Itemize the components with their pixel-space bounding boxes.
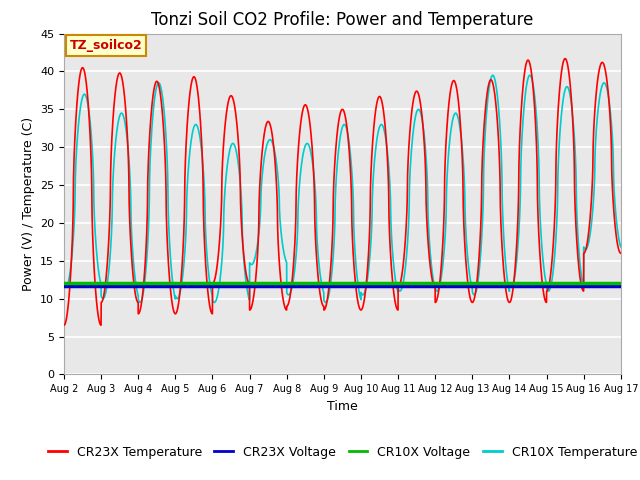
CR23X Temperature xyxy=(419,126,427,132)
CR10X Temperature xyxy=(489,72,497,78)
CR10X Temperature xyxy=(179,269,187,275)
CR10X Temperature xyxy=(269,140,276,146)
CR23X Temperature xyxy=(60,322,68,328)
CR23X Temperature xyxy=(173,307,181,313)
CR23X Temperature xyxy=(617,251,625,256)
CR23X Temperature xyxy=(269,133,276,139)
CR10X Temperature xyxy=(615,236,623,242)
Legend: CR23X Temperature, CR23X Voltage, CR10X Voltage, CR10X Temperature: CR23X Temperature, CR23X Voltage, CR10X … xyxy=(43,441,640,464)
Line: CR10X Temperature: CR10X Temperature xyxy=(64,75,621,302)
CR10X Temperature xyxy=(419,124,427,130)
CR23X Temperature xyxy=(499,247,506,253)
CR10X Temperature xyxy=(60,282,68,288)
Line: CR23X Temperature: CR23X Temperature xyxy=(64,59,621,325)
CR23X Temperature xyxy=(615,247,623,253)
CR23X Temperature xyxy=(179,245,187,251)
CR10X Temperature xyxy=(173,296,181,301)
CR10X Temperature xyxy=(499,203,506,209)
CR10X Temperature xyxy=(136,300,144,305)
Y-axis label: Power (V) / Temperature (C): Power (V) / Temperature (C) xyxy=(22,117,35,291)
CR23X Temperature xyxy=(561,56,569,61)
Text: TZ_soilco2: TZ_soilco2 xyxy=(70,39,142,52)
X-axis label: Time: Time xyxy=(327,400,358,413)
CR10X Temperature xyxy=(617,244,625,250)
Title: Tonzi Soil CO2 Profile: Power and Temperature: Tonzi Soil CO2 Profile: Power and Temper… xyxy=(151,11,534,29)
